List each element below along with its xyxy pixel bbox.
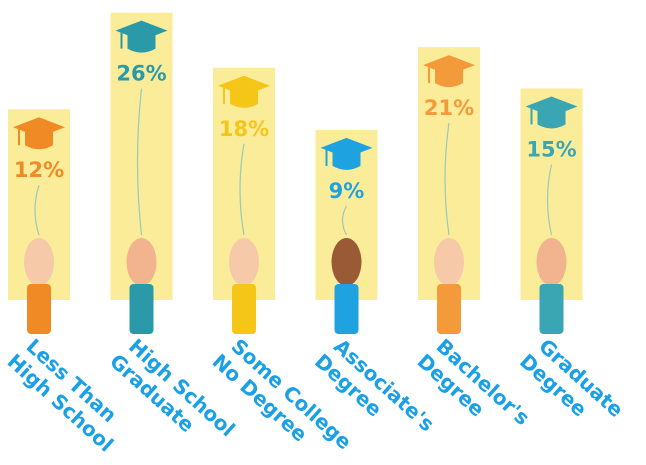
sleeve bbox=[334, 284, 359, 334]
value-label: 26% bbox=[116, 62, 166, 86]
stem bbox=[34, 185, 40, 236]
stem bbox=[341, 205, 348, 236]
hand bbox=[434, 238, 464, 286]
sleeve bbox=[129, 284, 154, 334]
hand bbox=[24, 238, 54, 286]
hand bbox=[331, 238, 362, 286]
cap-base bbox=[537, 110, 566, 129]
cap-base bbox=[25, 131, 53, 150]
value-label: 9% bbox=[329, 179, 365, 203]
stem bbox=[546, 164, 553, 236]
hand bbox=[229, 238, 259, 286]
sleeve bbox=[539, 284, 564, 334]
sleeve bbox=[437, 284, 461, 334]
stem bbox=[444, 123, 450, 236]
stem bbox=[239, 143, 245, 236]
cap-base bbox=[230, 89, 258, 108]
value-label: 18% bbox=[219, 117, 269, 141]
cap-base bbox=[332, 151, 361, 170]
cap-base bbox=[127, 34, 156, 53]
hand bbox=[126, 238, 157, 286]
sleeve bbox=[27, 284, 51, 334]
hand bbox=[536, 238, 567, 286]
cap-base bbox=[435, 69, 463, 88]
value-label: 21% bbox=[424, 96, 474, 120]
value-label: 15% bbox=[526, 138, 576, 162]
stem bbox=[136, 88, 143, 236]
sleeve bbox=[232, 284, 256, 334]
value-label: 12% bbox=[14, 158, 64, 182]
